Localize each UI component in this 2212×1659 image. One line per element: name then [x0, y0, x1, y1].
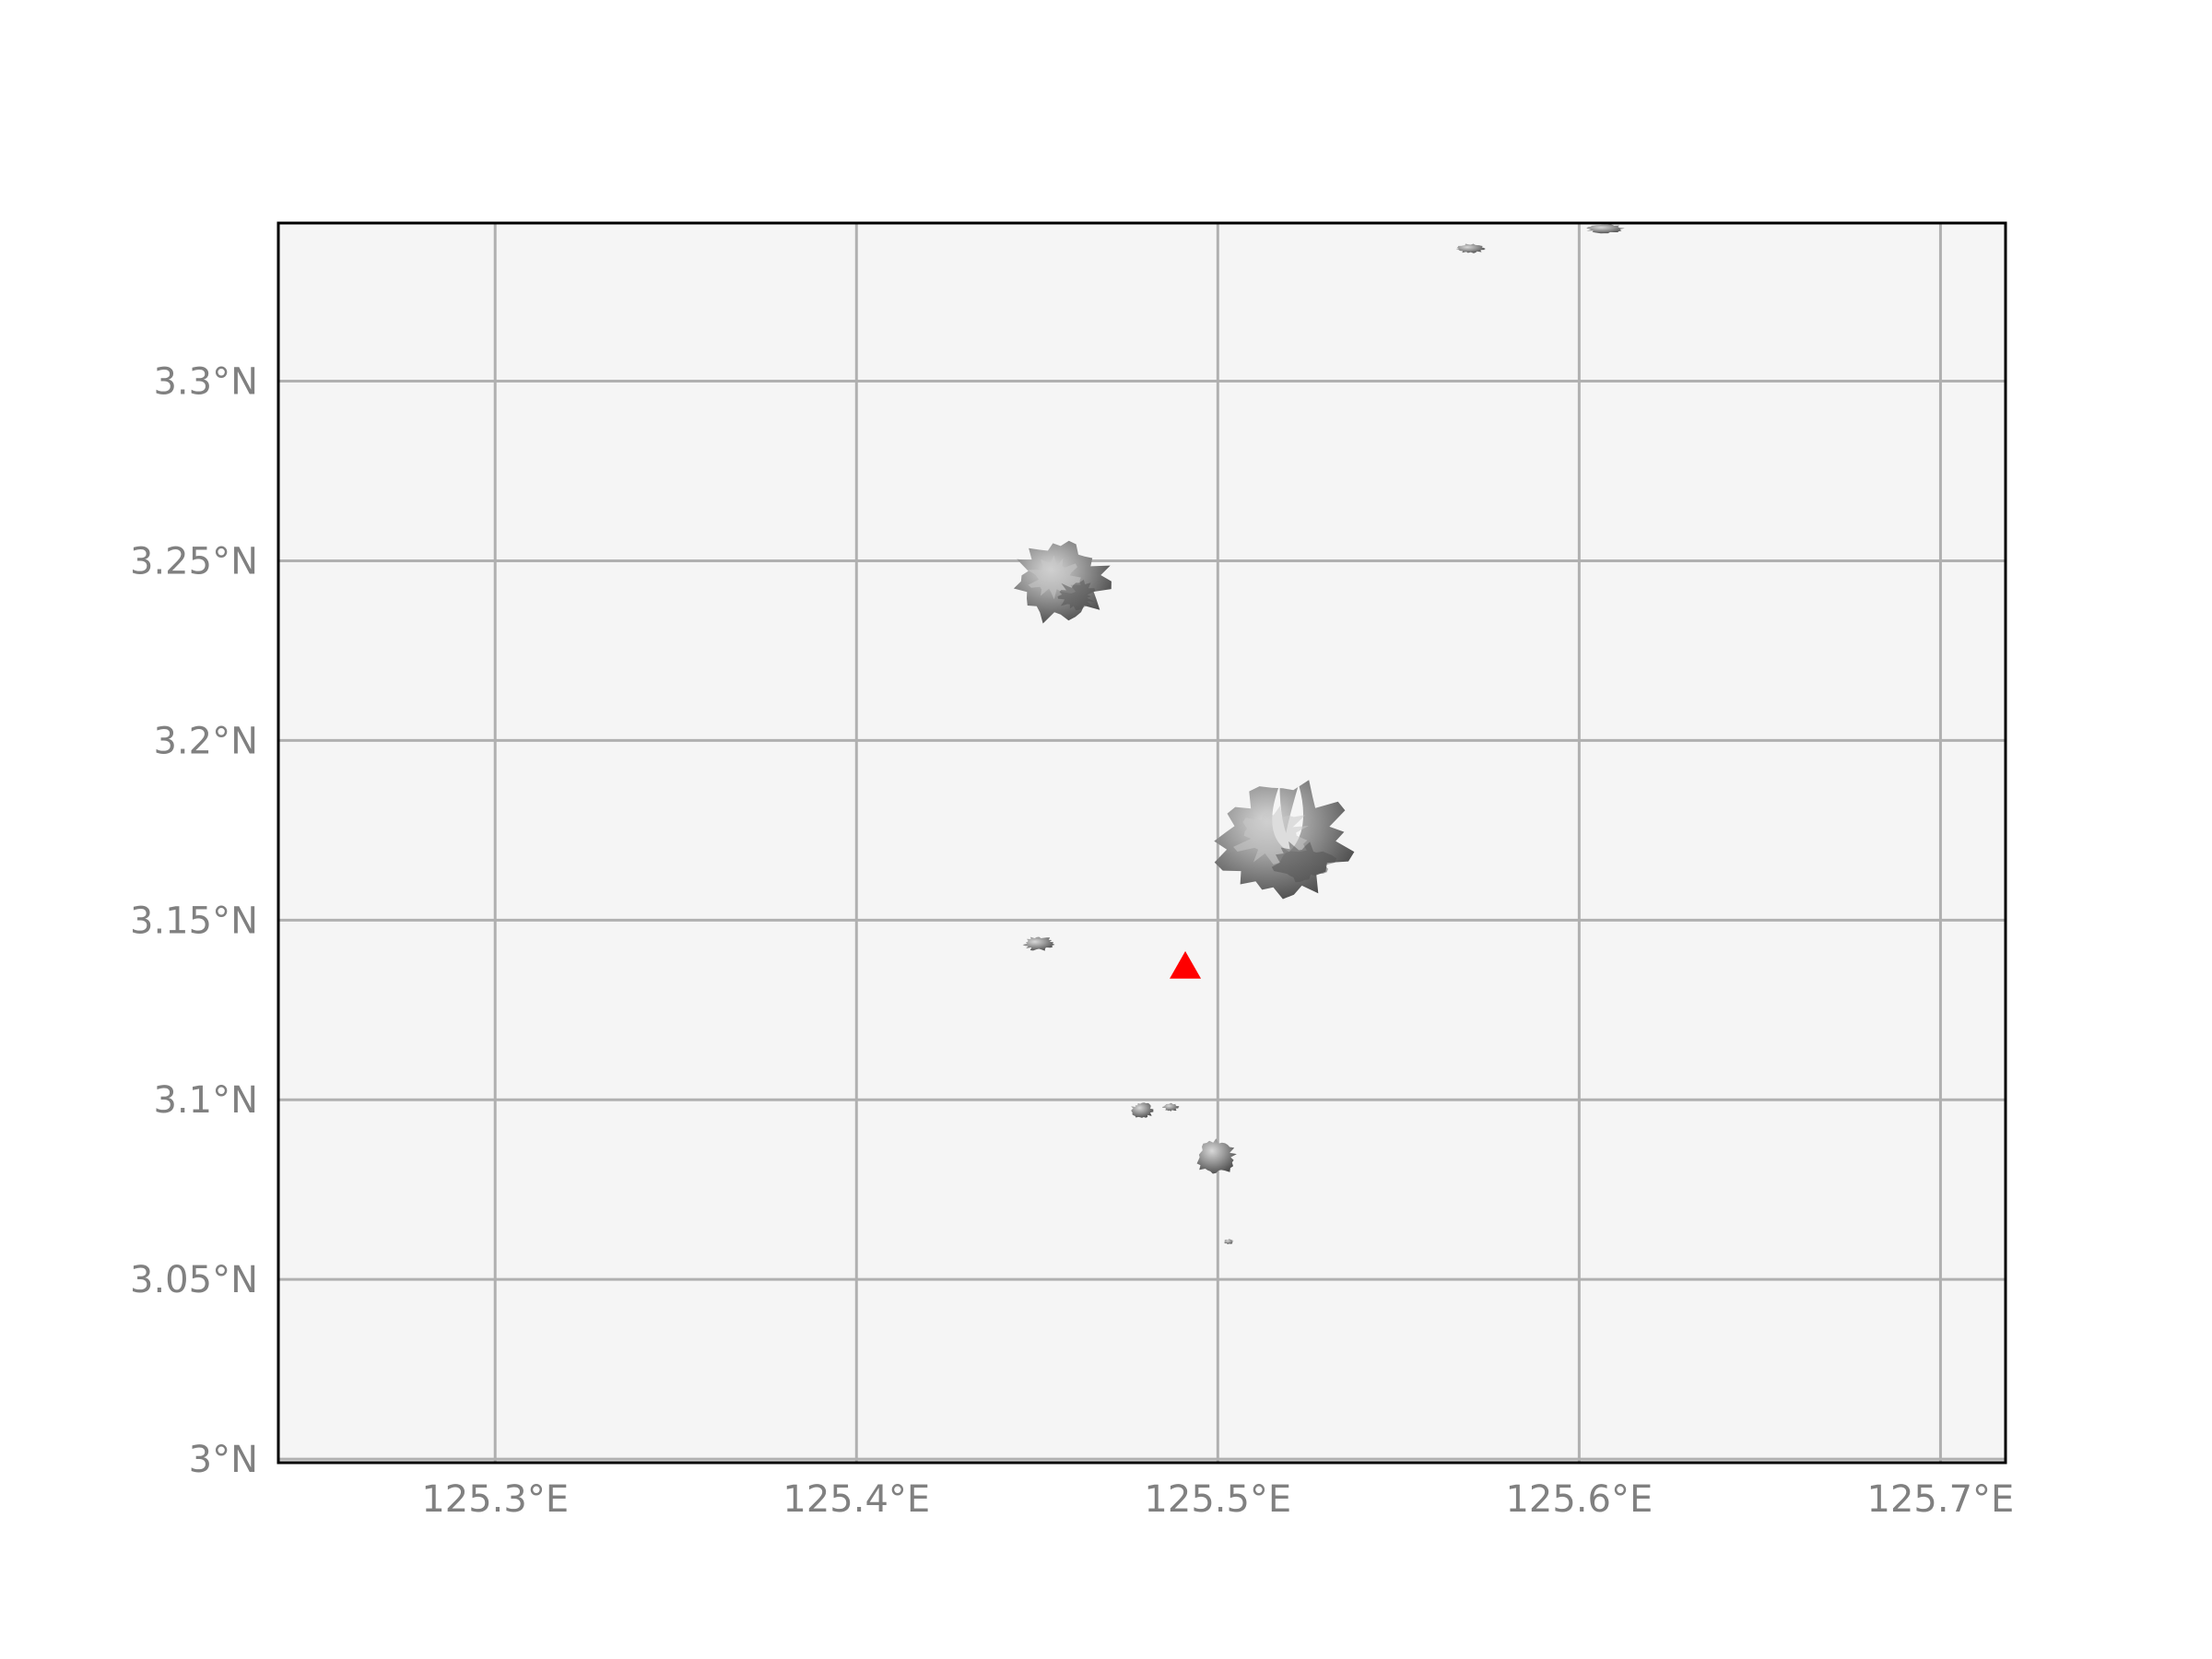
islet-south-2 — [1162, 1102, 1180, 1112]
islet-south-1 — [1131, 1102, 1154, 1118]
location-marker-triangle — [1170, 951, 1202, 979]
island-shape — [1196, 1138, 1237, 1174]
terrain-relief — [1013, 224, 1625, 1244]
latitude-label: 3.05°N — [130, 1259, 258, 1301]
relief-shadow — [1057, 580, 1096, 611]
islet-north-2 — [1586, 224, 1625, 234]
longitude-label: 125.5°E — [1144, 1478, 1291, 1521]
graticule — [278, 223, 2006, 1463]
latitude-label: 3.25°N — [130, 540, 258, 582]
longitude-label: 125.3°E — [421, 1478, 569, 1521]
island-shape — [1022, 936, 1055, 951]
island-shape — [1162, 1102, 1180, 1112]
latitude-label: 3.2°N — [153, 720, 258, 762]
latitude-labels: 3°N 3.05°N 3.1°N 3.15°N 3.2°N 3.25°N 3.3°N — [130, 361, 258, 1482]
latitude-label: 3.3°N — [153, 361, 258, 404]
islet-north-1 — [1455, 243, 1486, 253]
longitude-labels: 125.3°E 125.4°E 125.5°E 125.6°E 125.7°E — [421, 1478, 2014, 1521]
latitude-label: 3°N — [189, 1439, 258, 1481]
longitude-label: 125.4°E — [782, 1478, 930, 1521]
islet-west-1 — [1022, 936, 1055, 951]
island-shape — [1224, 1239, 1234, 1244]
longitude-label: 125.7°E — [1867, 1478, 2015, 1521]
island-south — [1196, 1138, 1237, 1174]
island-shape — [1455, 243, 1486, 253]
latitude-label: 3.15°N — [130, 900, 258, 942]
island-large-north — [1013, 540, 1112, 624]
map-background — [278, 223, 2006, 1463]
island-crescent — [1214, 780, 1355, 900]
longitude-label: 125.6°E — [1505, 1478, 1653, 1521]
map-frame — [276, 221, 2007, 1465]
relief-shadow — [1271, 841, 1336, 883]
island-shape — [1586, 224, 1625, 234]
latitude-label: 3.1°N — [153, 1079, 258, 1122]
marker-layer — [1170, 951, 1202, 979]
island-shape — [1131, 1102, 1154, 1118]
islet-far-south — [1224, 1239, 1234, 1244]
